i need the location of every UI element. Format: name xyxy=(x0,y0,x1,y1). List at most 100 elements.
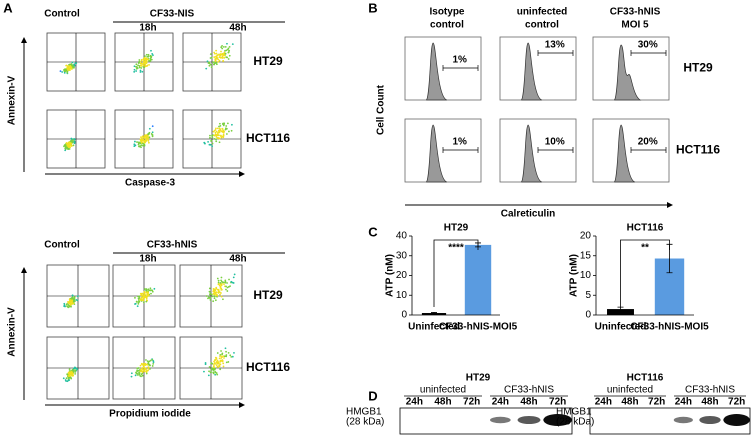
flow-dot xyxy=(134,302,137,305)
flow-dot xyxy=(134,140,136,143)
flow-dot xyxy=(226,48,229,51)
y-axis-label: Cell Count xyxy=(376,84,387,135)
flow-dot xyxy=(217,281,220,284)
flow-dot xyxy=(214,133,217,136)
column-title: CF33-hNIS xyxy=(147,240,198,251)
flow-dot xyxy=(144,367,147,370)
flow-dot xyxy=(137,302,140,305)
flow-dot xyxy=(66,146,69,149)
flow-dot xyxy=(67,306,70,309)
histogram xyxy=(613,124,636,183)
flow-dot xyxy=(228,278,230,281)
flow-dot xyxy=(216,294,219,297)
flow-dot xyxy=(65,64,68,67)
histogram-plot xyxy=(499,36,577,101)
flow-dot xyxy=(222,124,225,127)
flow-dot xyxy=(221,360,224,363)
flow-dot xyxy=(231,355,234,358)
flow-dot xyxy=(228,130,230,133)
flow-dot xyxy=(210,367,213,369)
flow-dot xyxy=(72,371,75,373)
chart-title: HT29 xyxy=(444,223,469,234)
blot-band xyxy=(490,416,511,424)
flow-dot xyxy=(223,56,226,59)
flow-dot xyxy=(205,295,208,297)
flow-dot xyxy=(152,360,155,362)
flow-dot xyxy=(207,297,209,300)
flow-dot xyxy=(72,374,74,377)
histogram xyxy=(520,42,543,101)
flow-dot xyxy=(130,372,133,375)
flow-dot xyxy=(74,369,77,372)
flow-dot xyxy=(216,373,219,376)
flow-dot xyxy=(220,279,223,282)
flow-dot xyxy=(61,71,64,73)
flow-dot xyxy=(211,136,214,138)
flow-dot xyxy=(212,300,215,303)
flow-dot xyxy=(220,295,223,298)
flow-dot xyxy=(225,133,228,135)
flow-dot xyxy=(231,43,234,46)
flow-dot xyxy=(222,59,225,62)
flow-dot xyxy=(69,376,72,379)
flow-dot xyxy=(216,362,219,365)
flow-dot xyxy=(205,67,208,70)
y-tick-label: 20 xyxy=(396,270,408,281)
flow-dot xyxy=(212,61,214,64)
flow-dot xyxy=(139,69,142,72)
flow-dot xyxy=(62,377,65,380)
flow-dot xyxy=(224,52,227,55)
y-axis-label: Annexin-V xyxy=(7,307,18,357)
flow-dot xyxy=(137,143,140,145)
flow-dot xyxy=(215,52,218,55)
y-axis-label: ATP (nM) xyxy=(569,254,580,297)
flow-dot xyxy=(147,58,150,61)
flow-dot xyxy=(147,55,150,58)
flow-dot xyxy=(209,63,212,66)
flow-dot xyxy=(150,133,153,135)
histogram xyxy=(520,124,543,183)
flow-dot xyxy=(142,58,145,61)
y-axis-label: ATP (nM) xyxy=(385,254,396,297)
flow-dot xyxy=(230,280,233,283)
flow-dot xyxy=(218,364,220,367)
panel-label: B xyxy=(368,0,377,15)
flow-dot xyxy=(149,54,152,57)
flow-dot xyxy=(231,123,233,126)
flow-dot xyxy=(224,280,227,283)
flow-dot xyxy=(225,56,228,59)
x-tick-label: Uninfected xyxy=(408,322,460,333)
flow-dot xyxy=(213,361,216,364)
flow-dot xyxy=(145,57,148,60)
flow-dot xyxy=(59,70,62,72)
flow-dot xyxy=(135,301,138,303)
percentage-label: 30% xyxy=(638,40,658,51)
flow-dot xyxy=(223,283,225,286)
flow-dot xyxy=(66,380,69,383)
flow-dot xyxy=(213,56,216,58)
flow-dot xyxy=(63,302,66,305)
flow-dot xyxy=(222,298,224,301)
time-label: 24h xyxy=(595,397,612,408)
flow-dot xyxy=(219,293,221,296)
flow-dot xyxy=(70,305,72,308)
y-tick-label: 10 xyxy=(580,270,592,281)
flow-dot xyxy=(227,58,230,60)
flow-dot xyxy=(148,63,150,66)
error-bar xyxy=(431,312,437,315)
flow-dot xyxy=(72,298,75,301)
percentage-label: 1% xyxy=(452,137,467,148)
flow-dot xyxy=(73,142,76,145)
bar xyxy=(607,309,634,315)
flow-dot xyxy=(144,55,146,58)
flow-dot xyxy=(216,134,219,137)
flow-dot xyxy=(218,131,221,134)
flow-dot xyxy=(148,136,151,139)
flow-dot xyxy=(223,122,226,125)
time-label: 48h xyxy=(621,397,638,408)
flow-dot xyxy=(68,368,71,371)
flow-dot xyxy=(144,295,147,298)
flow-dot xyxy=(150,49,152,52)
flow-dot xyxy=(133,65,136,68)
column-title: control xyxy=(430,20,464,31)
